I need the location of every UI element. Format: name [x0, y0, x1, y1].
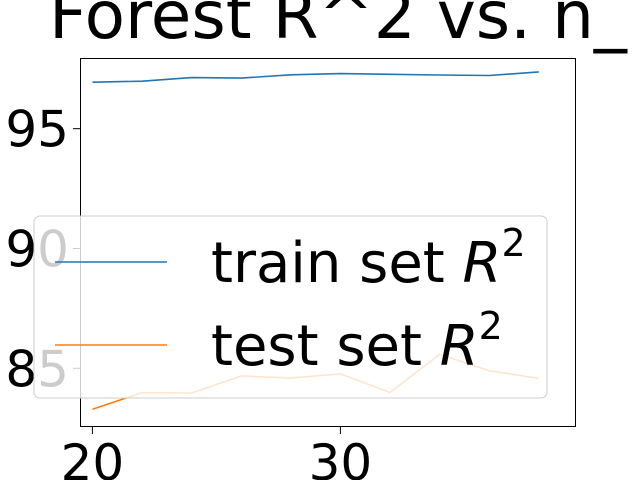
- chart-title: Forest R^2 vs. n_: [49, 0, 628, 54]
- legend-label: test set R2: [211, 304, 503, 379]
- series-line-train: [92, 71, 539, 83]
- legend-label: train set R2: [211, 221, 526, 296]
- y-tick-label: .95: [0, 101, 69, 159]
- x-tick-label: 20: [61, 434, 125, 480]
- legend: train set R2 test set R2: [33, 215, 548, 399]
- x-tick-label: 30: [309, 434, 373, 480]
